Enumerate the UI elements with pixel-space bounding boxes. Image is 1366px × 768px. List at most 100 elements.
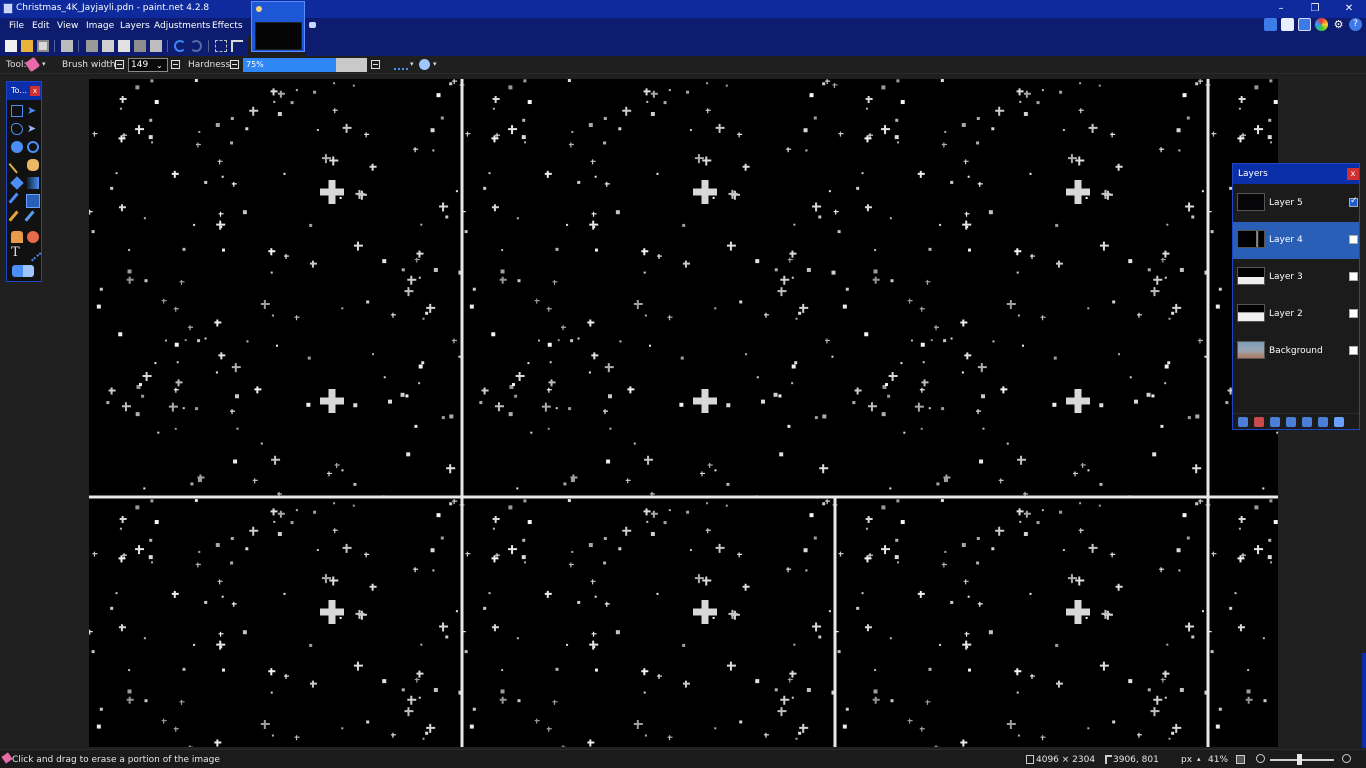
snowflake xyxy=(173,387,179,393)
snowflake xyxy=(355,609,365,619)
snow-dot xyxy=(1182,93,1187,98)
layer-visibility-checkbox[interactable] xyxy=(1349,196,1358,207)
close-button[interactable]: ✕ xyxy=(1344,3,1354,14)
shapes-icon[interactable] xyxy=(12,265,34,277)
colors-window-icon[interactable] xyxy=(1315,18,1328,31)
tools-panel-close-button[interactable]: x xyxy=(30,86,40,96)
tools-window-icon[interactable] xyxy=(1264,18,1277,31)
snow-dot xyxy=(143,637,146,640)
grid-icon[interactable] xyxy=(215,40,227,52)
rectangle-select-icon[interactable] xyxy=(11,105,23,117)
layers-window-icon[interactable] xyxy=(1298,18,1311,31)
layer-properties-icon[interactable] xyxy=(1334,417,1344,427)
move-layer-up-icon[interactable] xyxy=(1302,417,1312,427)
snow-dot xyxy=(988,210,993,215)
zoom-in-icon[interactable] xyxy=(1342,754,1351,763)
menu-image[interactable]: Image xyxy=(86,21,115,31)
deselect-icon[interactable] xyxy=(150,40,162,52)
menu-effects[interactable]: Effects xyxy=(212,21,243,31)
menu-adjustments[interactable]: Adjustments xyxy=(154,21,211,31)
maximize-button[interactable]: ❐ xyxy=(1310,3,1320,14)
zoom-icon[interactable] xyxy=(27,141,39,153)
copy-icon[interactable] xyxy=(102,40,114,52)
zoom-slider-knob[interactable] xyxy=(1297,754,1302,765)
zoom-level[interactable]: 41% xyxy=(1208,755,1229,765)
layer-row-layer-2[interactable]: Layer 2 xyxy=(1233,296,1359,333)
layer-row-background[interactable]: Background xyxy=(1233,333,1359,370)
menu-file[interactable]: File xyxy=(9,21,25,31)
ruler-icon[interactable] xyxy=(231,40,243,52)
tab-list-dropdown-icon[interactable] xyxy=(309,22,316,28)
units-dropdown-icon[interactable]: ▴ xyxy=(1197,755,1201,763)
zoom-to-window-icon[interactable] xyxy=(1236,755,1245,764)
pan-icon[interactable] xyxy=(27,159,39,171)
merge-layer-down-icon[interactable] xyxy=(1286,417,1296,427)
settings-icon[interactable]: ⚙ xyxy=(1332,18,1345,31)
units-selector[interactable]: px xyxy=(1181,755,1193,765)
crop-icon[interactable] xyxy=(134,40,146,52)
add-layer-icon[interactable] xyxy=(1238,417,1248,427)
help-icon[interactable]: ? xyxy=(1349,18,1362,31)
minimize-button[interactable]: – xyxy=(1278,3,1284,14)
lasso-select-icon[interactable] xyxy=(11,123,23,135)
duplicate-layer-icon[interactable] xyxy=(1270,417,1280,427)
redo-icon[interactable] xyxy=(190,40,202,52)
tool-dropdown-icon[interactable]: ▾ xyxy=(42,60,46,68)
history-window-icon[interactable] xyxy=(1281,18,1294,31)
antialiasing-dropdown-icon[interactable]: ▾ xyxy=(410,60,414,68)
eraser-icon[interactable] xyxy=(24,56,41,73)
brush-width-decrease-button[interactable] xyxy=(115,60,124,69)
image-canvas[interactable] xyxy=(89,79,1278,747)
image-tab-thumbnail[interactable] xyxy=(251,1,305,52)
cut-icon[interactable] xyxy=(86,40,98,52)
zoom-out-icon[interactable] xyxy=(1256,754,1265,763)
text-tool-icon[interactable]: T xyxy=(11,245,20,260)
layer-visibility-checkbox[interactable] xyxy=(1349,235,1358,244)
print-icon[interactable] xyxy=(61,40,73,52)
hardness-decrease-button[interactable] xyxy=(230,60,239,69)
line-curve-icon[interactable] xyxy=(24,244,42,262)
snow-dot xyxy=(571,550,574,553)
clone-stamp-icon[interactable] xyxy=(11,231,23,243)
eraser-tool-icon[interactable] xyxy=(26,194,40,208)
paint-bucket-icon[interactable] xyxy=(10,176,24,190)
layer-visibility-checkbox[interactable] xyxy=(1349,346,1358,355)
brush-width-input[interactable]: 149 xyxy=(128,58,168,72)
menu-layers[interactable]: Layers xyxy=(120,21,150,31)
move-layer-down-icon[interactable] xyxy=(1318,417,1328,427)
hardness-increase-button[interactable] xyxy=(371,60,380,69)
snow-dot xyxy=(119,527,122,530)
blend-mode-icon[interactable] xyxy=(419,59,430,70)
zoom-slider[interactable] xyxy=(1270,759,1334,761)
open-file-icon[interactable] xyxy=(21,40,33,52)
paintbrush-icon[interactable] xyxy=(8,192,26,210)
layer-row-layer-4[interactable]: Layer 4 xyxy=(1233,222,1359,259)
menu-edit[interactable]: Edit xyxy=(32,21,50,31)
move-selection-icon[interactable]: ➤ xyxy=(27,122,37,135)
magic-wand-icon[interactable] xyxy=(8,156,26,174)
hardness-slider[interactable]: 75% xyxy=(243,58,367,72)
paste-icon[interactable] xyxy=(118,40,130,52)
brush-width-increase-button[interactable] xyxy=(171,60,180,69)
paintnet-app-icon[interactable] xyxy=(3,3,13,14)
layer-visibility-checkbox[interactable] xyxy=(1349,309,1358,318)
layer-visibility-checkbox[interactable] xyxy=(1349,272,1358,281)
gradient-icon[interactable] xyxy=(27,177,39,189)
undo-icon[interactable] xyxy=(174,40,186,52)
antialiasing-icon[interactable] xyxy=(394,59,408,70)
recolor-icon[interactable] xyxy=(27,231,39,243)
save-icon[interactable] xyxy=(37,40,49,52)
menu-view[interactable]: View xyxy=(57,21,79,31)
color-picker-icon[interactable] xyxy=(24,210,42,228)
blend-mode-dropdown-icon[interactable]: ▾ xyxy=(433,60,437,68)
delete-layer-icon[interactable] xyxy=(1254,417,1264,427)
pencil-icon[interactable] xyxy=(8,210,26,228)
brush-width-dropdown-icon[interactable]: ⌄ xyxy=(156,61,163,70)
layer-row-layer-5[interactable]: Layer 5 xyxy=(1233,185,1359,222)
layers-panel-close-button[interactable]: x xyxy=(1347,168,1359,180)
move-selected-icon[interactable]: ➤ xyxy=(27,104,37,117)
ellipse-select-icon[interactable] xyxy=(11,141,23,153)
new-file-icon[interactable] xyxy=(5,40,17,52)
snow-dot xyxy=(313,90,317,94)
layer-row-layer-3[interactable]: Layer 3 xyxy=(1233,259,1359,296)
